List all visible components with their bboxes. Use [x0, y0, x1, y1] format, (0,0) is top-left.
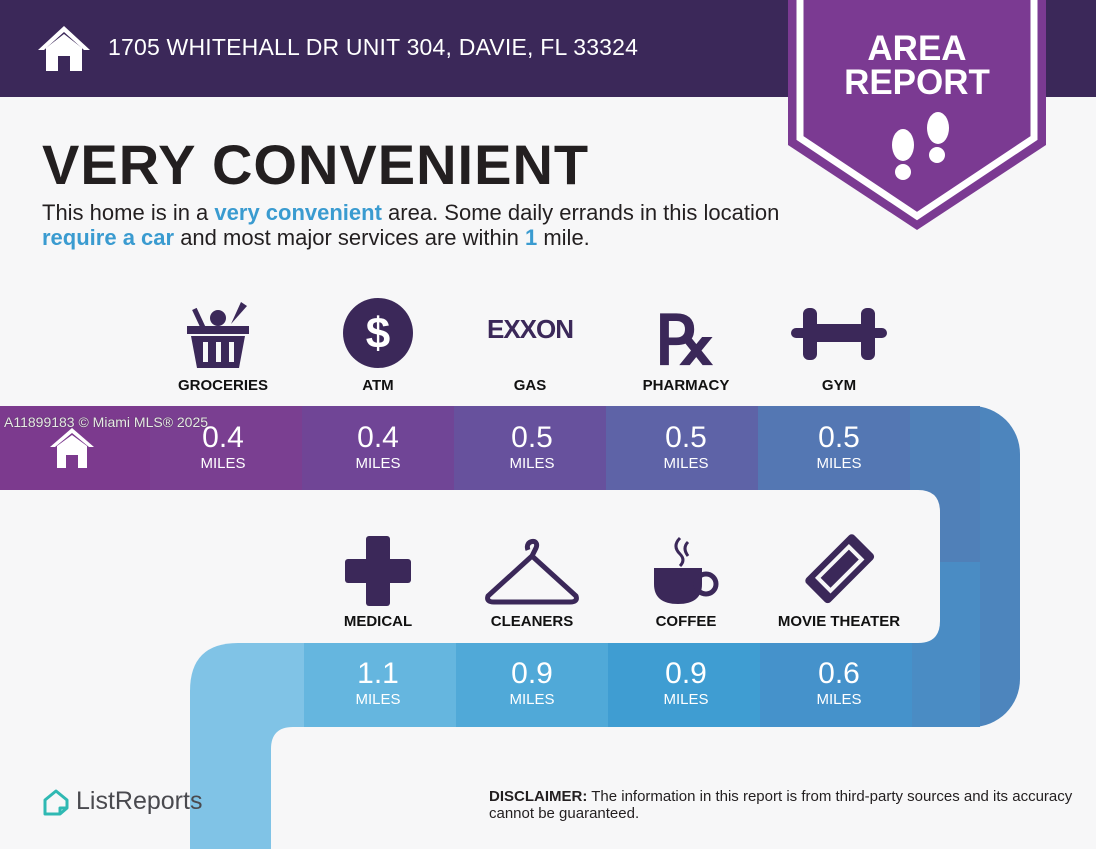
ticket-icon — [805, 534, 875, 604]
home-icon — [50, 428, 94, 468]
distance-cleaners: 0.9 MILES — [509, 657, 555, 709]
badge-line2: REPORT — [844, 63, 990, 102]
watermark: A11899183 © Miami MLS® 2025 — [4, 414, 209, 430]
hanger-icon — [485, 539, 579, 605]
dollar-icon: $ — [343, 298, 413, 368]
distance-groceries: 0.4 MILES — [200, 421, 246, 473]
disclaimer: DISCLAIMER: The information in this repo… — [489, 788, 1073, 822]
listreports-logo-icon — [43, 789, 69, 816]
distance-movie-theater: 0.6 MILES — [816, 657, 862, 709]
distance-pharmacy: 0.5 MILES — [663, 421, 709, 473]
distance-gas: 0.5 MILES — [509, 421, 555, 473]
coffee-cup-icon — [654, 536, 719, 604]
footprints-icon — [892, 112, 949, 180]
svg-text:$: $ — [366, 309, 390, 358]
badge-line1: AREA — [867, 29, 967, 68]
distance-medical: 1.1 MILES — [355, 657, 401, 709]
category-atm: $ ATM — [302, 296, 454, 396]
distance-gym: 0.5 MILES — [816, 421, 862, 473]
listreports-logo: ListReports — [76, 787, 203, 815]
page-title: VERY CONVENIENT — [42, 133, 590, 196]
svg-text:℞: ℞ — [656, 303, 717, 370]
dumbbell-icon — [791, 308, 887, 360]
grocery-basket-icon — [187, 302, 249, 368]
category-groceries: GROCERIES — [147, 296, 299, 396]
category-coffee: COFFEE — [610, 532, 762, 632]
category-pharmacy: ℞ PHARMACY — [610, 296, 762, 396]
medical-cross-icon — [345, 536, 411, 606]
rx-icon: ℞ — [656, 303, 717, 370]
category-gas: EXXON GAS — [454, 296, 606, 396]
property-address: 1705 WHITEHALL DR UNIT 304, DAVIE, FL 33… — [108, 34, 639, 60]
category-gym: GYM — [763, 296, 915, 396]
category-movie-theater: MOVIE THEATER — [763, 532, 915, 632]
category-cleaners: CLEANERS — [456, 532, 608, 632]
distance-coffee: 0.9 MILES — [663, 657, 709, 709]
category-medical: MEDICAL — [302, 532, 454, 632]
house-icon — [38, 26, 90, 71]
exxon-logo-icon: EXXON — [486, 314, 574, 344]
area-report-badge — [788, 0, 1046, 230]
distance-atm: 0.4 MILES — [355, 421, 401, 473]
description: This home is in a very convenient area. … — [42, 200, 780, 250]
